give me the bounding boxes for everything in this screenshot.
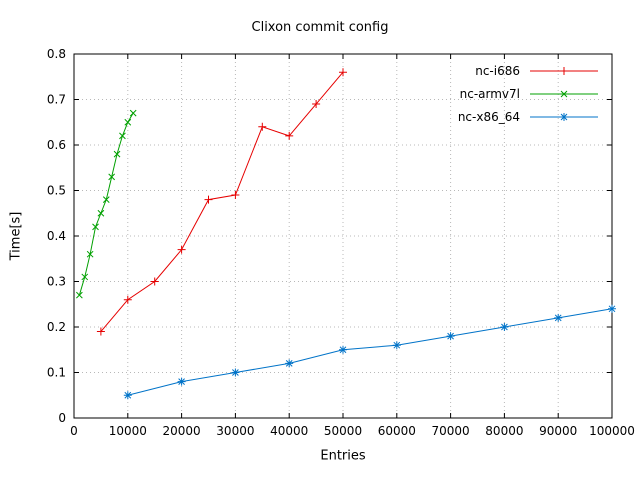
chart-title: Clixon commit config [251,20,389,35]
legend-marker-cross [560,90,568,98]
legend-marker-asterisk [560,113,568,121]
y-tick-label: 0.7 [47,93,66,107]
marker-cross [81,273,89,281]
x-tick-label: 10000 [109,424,147,438]
marker-plus [258,122,267,131]
y-tick-label: 0.5 [47,184,66,198]
y-tick-label: 0.2 [47,320,66,334]
marker-asterisk [446,332,455,341]
x-tick-label: 0 [70,424,78,438]
legend-label: nc-armv7l [460,87,520,101]
marker-plus [231,191,240,200]
marker-asterisk [285,359,294,368]
series-line-nc-i686 [100,71,344,332]
marker-plus [123,295,132,304]
x-tick-label: 50000 [324,424,362,438]
marker-cross [108,173,116,181]
marker-plus [339,68,347,77]
x-tick-label: 20000 [163,424,201,438]
x-tick-label: 100000 [589,424,635,438]
y-tick-label: 0.1 [47,366,66,380]
legend: nc-i686 nc-armv7l nc-x86_64 [458,64,598,124]
marker-asterisk [177,377,186,386]
legend-label: nc-x86_64 [458,110,520,124]
marker-plus [177,245,186,254]
marker-plus [204,195,213,204]
marker-cross [124,118,132,126]
x-tick-label: 30000 [216,424,254,438]
legend-label: nc-i686 [475,64,520,78]
marker-plus [150,277,159,286]
x-axis-title: Entries [320,448,366,464]
series-nc-armv7l [76,109,137,299]
marker-cross [129,109,137,117]
tick-marks [73,53,613,419]
marker-cross [102,196,110,203]
series-nc-x86_64 [123,304,616,400]
x-tick-label: 90000 [539,424,577,438]
x-tick-label: 70000 [432,424,470,438]
marker-cross [113,150,121,158]
marker-cross [92,223,99,231]
series-line-nc-x86_64 [127,308,613,396]
marker-asterisk [392,341,401,350]
marker-cross [86,250,94,258]
marker-cross [97,209,105,217]
marker-cross [76,291,83,299]
marker-asterisk [123,391,132,400]
marker-plus [96,327,105,336]
x-tick-label: 40000 [270,424,308,438]
grid [73,53,613,419]
marker-plus [312,100,321,109]
marker-cross [119,132,126,140]
marker-asterisk [500,323,509,331]
y-tick-label: 0.8 [47,47,66,61]
y-tick-label: 0 [58,411,66,425]
legend-marker-plus [560,67,568,75]
y-tick-label: 0.6 [47,138,66,152]
marker-asterisk [554,313,563,322]
x-tick-label: 80000 [485,424,523,438]
marker-plus [285,131,294,140]
series-line-nc-armv7l [78,112,134,296]
x-tick-label: 60000 [378,424,416,438]
marker-asterisk [608,304,616,313]
y-tick-label: 0.3 [47,275,66,289]
series-nc-i686 [96,68,347,336]
y-tick-label: 0.4 [47,229,66,243]
marker-asterisk [231,368,240,377]
marker-asterisk [339,345,347,354]
